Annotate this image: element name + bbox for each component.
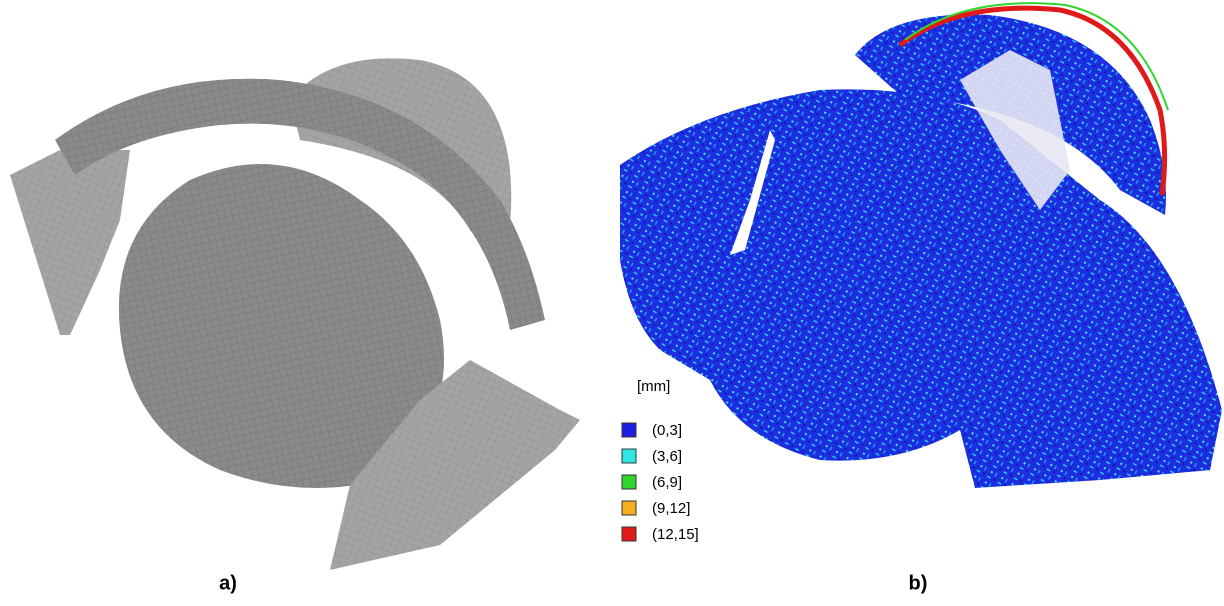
legend-swatch (622, 423, 636, 437)
panel-label: b) (909, 572, 928, 594)
legend-label: (3,6] (652, 448, 682, 465)
mesh-model-a (10, 58, 580, 570)
legend-label: (9,12] (652, 500, 690, 517)
legend-swatch (622, 501, 636, 515)
legend-swatch (622, 449, 636, 463)
legend: [mm] (0,3] (3,6] (6,9] (9,12] (12,15] (622, 378, 699, 543)
panel-label: a) (219, 572, 237, 594)
legend-label: (12,15] (652, 526, 699, 543)
legend-title: [mm] (637, 378, 670, 395)
legend-swatch (622, 475, 636, 489)
legend-label: (6,9] (652, 474, 682, 491)
figure: [mm] (0,3] (3,6] (6,9] (9,12] (12,15] a) b) (0, 0, 1224, 606)
legend-label: (0,3] (652, 422, 682, 439)
displacement-map-b (620, 3, 1222, 488)
legend-items: (0,3] (3,6] (6,9] (9,12] (12,15] (622, 422, 699, 543)
legend-swatch (622, 527, 636, 541)
